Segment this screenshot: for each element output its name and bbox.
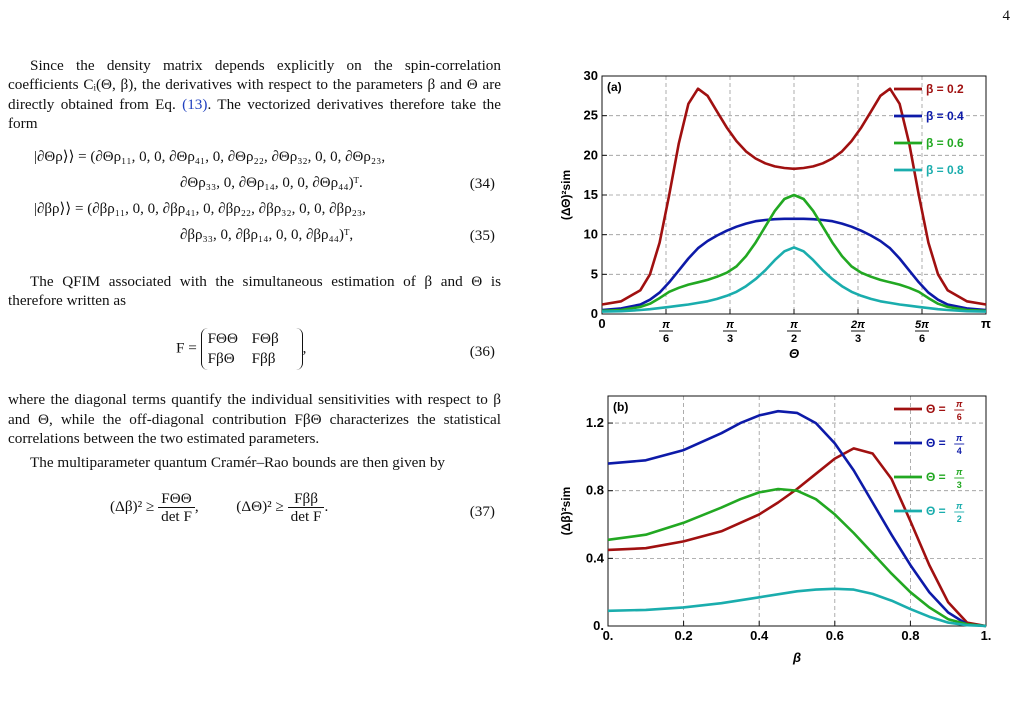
equation-35-line1: |∂βρ⟩⟩ = (∂βρ₁₁, 0, 0, ∂βρ₄₁, 0, ∂βρ₂₂, … [34,200,366,217]
x-tick-label: π [981,316,991,331]
x-tick-label: 0. [603,628,614,643]
svg-text:3: 3 [727,333,733,345]
y-tick-label: 0.8 [586,483,604,498]
svg-text:π: π [956,399,963,409]
x-tick-label: π6 [659,319,673,345]
legend-entry: β = 0.4 [926,109,964,123]
legend-entry: Θ = π 6 [926,399,965,422]
svg-text:2π: 2π [850,319,865,331]
svg-text:5π: 5π [915,319,929,331]
x-tick-label: 0 [598,316,605,331]
chart-a: 0 π6π3π22π35π6π051015202530(a)Θ(ΔΘ)²simβ … [559,68,991,361]
paragraph-derivatives: Since the density matrix depends explici… [8,57,501,133]
svg-text:Θ =: Θ = [926,470,946,484]
y-tick-label: 20 [584,147,598,162]
y-tick-label: 1.2 [586,415,604,430]
svg-text:π: π [956,501,963,511]
svg-text:6: 6 [663,333,669,345]
y-tick-label: 10 [584,227,598,242]
equation-34-line2: ∂Θρ₃₃, 0, ∂Θρ₁₄, 0, 0, ∂Θρ₄₄)ᵀ. (34) [180,174,495,192]
x-tick-label: 0.8 [901,628,919,643]
legend-entry: β = 0.8 [926,163,964,177]
y-tick-label: 0 [591,306,598,321]
y-tick-label: 0. [593,618,604,633]
y-tick-label: 30 [584,68,598,83]
x-tick-label: 5π6 [915,319,929,345]
svg-text:3: 3 [957,480,962,490]
series-line [607,587,987,628]
y-tick-label: 0.4 [586,550,605,565]
svg-text:Θ =: Θ = [926,402,946,416]
equation-36: F = FΘΘ FΘβ FβΘ Fββ , (36) [8,318,501,390]
x-tick-label: π2 [787,319,801,345]
equation-number: (36) [469,343,495,361]
series-line [601,193,987,313]
svg-text:π: π [956,433,963,443]
chart-b: 0. 0.2 0.4 0.6 0.8 1. 0. 0.4 0.8 1.2 (b) β (Δβ)²sim Θ… [559,395,992,665]
qfim-matrix: FΘΘ FΘβ FβΘ Fββ [200,328,303,371]
equation-number: (34) [469,174,495,192]
x-tick-label: π3 [723,319,737,345]
y-tick-label: 15 [584,187,598,202]
legend-entry: Θ = π 3 [926,467,965,490]
panel-label: (b) [613,400,628,414]
y-tick-label: 5 [591,266,598,281]
text-column: Since the density matrix depends explici… [8,56,501,540]
x-tick-label: 0.6 [826,628,844,643]
svg-text:2: 2 [791,333,797,345]
svg-text:3: 3 [855,333,861,345]
y-axis-label: (ΔΘ)²sim [559,170,573,220]
x-tick-label: 2π3 [850,319,865,345]
x-tick-label: 0.2 [675,628,693,643]
y-axis-label: (Δβ)²sim [559,487,573,536]
y-tick-label: 25 [584,108,598,123]
x-axis-label: β [792,650,801,665]
equation-number: (35) [469,226,495,244]
series-line [601,246,987,313]
svg-text:Θ =: Θ = [926,504,946,518]
paragraph-diagonal: where the diagonal terms quantify the in… [8,391,501,448]
legend-entry: Θ = π 4 [926,433,965,456]
equation-number: (37) [469,503,495,521]
svg-text:π: π [662,319,670,331]
series-line [601,217,987,312]
legend-entry: Θ = π 2 [926,501,965,524]
legend-entry: β = 0.6 [926,136,964,150]
legend-entry: β = 0.2 [926,82,964,96]
series-line [607,487,987,628]
svg-text:6: 6 [957,412,962,422]
x-tick-label: 1. [981,628,992,643]
page-number: 4 [1002,8,1011,24]
paragraph-qfim: The QFIM associated with the simultaneou… [8,272,501,310]
equation-34-line1: |∂Θρ⟩⟩ = (∂Θρ₁₁, 0, 0, ∂Θρ₄₁, 0, ∂Θρ₂₂, … [34,148,386,165]
panel-label: (a) [607,80,622,94]
x-tick-label: 0.4 [750,628,769,643]
paragraph-bounds: The multiparameter quantum Cramér–Rao bo… [30,453,446,471]
svg-text:π: π [956,467,963,477]
svg-text:2: 2 [957,514,962,524]
equation-37: (Δβ)² ≥ FΘΘ det F, (ΔΘ)² ≥ Fββ det F. (37) [110,490,495,526]
equation-link[interactable]: (13) [182,95,208,113]
svg-text:π: π [726,319,734,331]
svg-text:Θ =: Θ = [926,436,946,450]
equation-35-line2: ∂βρ₃₃, 0, ∂βρ₁₄, 0, 0, ∂βρ₄₄)ᵀ, (35) [180,226,495,244]
svg-text:π: π [790,319,798,331]
series-line [607,447,987,628]
svg-text:6: 6 [919,333,925,345]
plot-frame [607,395,987,627]
series-line [607,409,987,628]
x-axis-label: Θ [789,346,799,361]
svg-text:4: 4 [957,446,962,456]
